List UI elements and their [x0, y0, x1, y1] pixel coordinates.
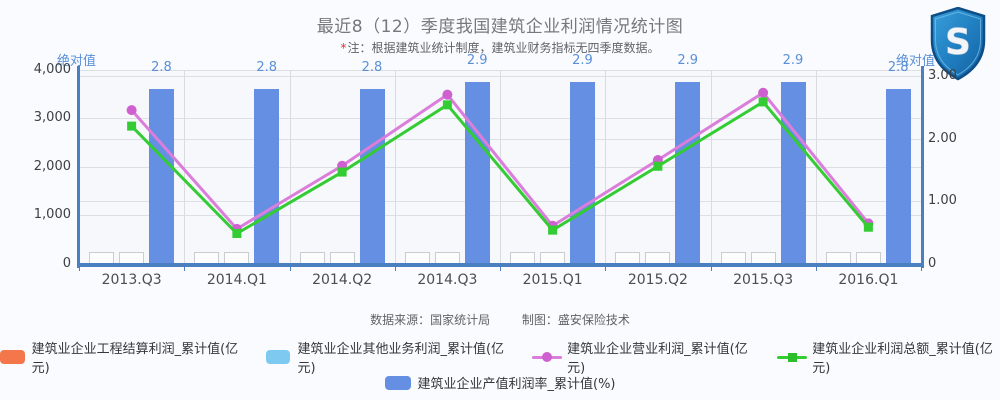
- page-title: 最近8（12）季度我国建筑企业利润情况统计图: [316, 17, 684, 37]
- bar-value-label: 2.8: [151, 59, 172, 75]
- bar-value-label: 2.8: [256, 59, 278, 75]
- legend-label: 建筑业企业工程结算利润_累计值(亿元): [31, 341, 239, 376]
- category-separator: [184, 70, 186, 264]
- legend-label: 建筑业企业营业利润_累计值(亿元): [567, 341, 748, 376]
- company-shield-logo: S: [930, 7, 986, 81]
- legend-line-square-swatch: [776, 350, 807, 364]
- category-separator: [394, 70, 396, 264]
- category-separator: [710, 70, 712, 264]
- x-axis-tick: [394, 265, 396, 271]
- legend-row: 建筑业企业工程结算利润_累计值(亿元) 建筑业企业其他业务利润_累计值(亿元) 建筑…: [0, 342, 1000, 376]
- note-asterisk: *: [340, 41, 347, 55]
- bar-output-profit-ratio: [885, 88, 911, 264]
- legend-bar-swatch: [265, 349, 291, 364]
- bar-output-profit-ratio: [780, 82, 806, 264]
- right-axis-tick-label: 0: [928, 255, 937, 271]
- x-axis-label: 2014.Q1: [206, 271, 267, 288]
- bar-output-profit-ratio: [254, 88, 280, 264]
- x-axis-tick: [710, 265, 712, 271]
- x-axis-label: 2016.Q1: [838, 271, 899, 288]
- x-axis-line: [77, 262, 923, 267]
- left-axis-title: 绝对值: [57, 54, 97, 69]
- left-axis-tick-label: 0: [62, 255, 71, 271]
- right-axis-line: [921, 66, 924, 268]
- legend-circle-marker: [541, 351, 552, 362]
- x-axis-tick: [79, 265, 80, 271]
- bar-value-label: 2.9: [466, 53, 488, 69]
- source-line: 数据来源：国家统计局 制图：盛安保险技术: [0, 311, 1000, 328]
- logo-letter-s: S: [945, 22, 971, 63]
- legend-row: 建筑业企业产值利润率_累计值(%): [0, 372, 1000, 393]
- x-axis-label: 2013.Q3: [101, 271, 162, 288]
- left-axis-tick-label: 2,000: [33, 158, 71, 174]
- legend-item[interactable]: 建筑业企业利润总额_累计值(亿元): [776, 338, 1000, 376]
- x-axis-label: 2015.Q3: [733, 271, 794, 288]
- legend-item[interactable]: 建筑业企业营业利润_累计值(亿元): [531, 338, 755, 376]
- legend-label: 建筑业企业利润总额_累计值(亿元): [812, 341, 993, 376]
- x-axis-label: 2014.Q3: [417, 271, 478, 288]
- x-axis-tick: [289, 265, 291, 271]
- category-separator: [815, 70, 817, 264]
- right-axis-tick-label: 2.00: [928, 130, 957, 146]
- x-axis-tick: [500, 265, 501, 271]
- x-axis-label: 2015.Q1: [522, 271, 583, 288]
- bar-output-profit-ratio: [464, 82, 490, 264]
- x-axis-tick: [921, 265, 922, 271]
- x-axis-label: 2014.Q2: [312, 271, 373, 288]
- bar-output-profit-ratio: [149, 88, 174, 264]
- x-axis-tick: [184, 265, 186, 271]
- legend-bar-swatch: [0, 349, 25, 364]
- bar-output-profit-ratio: [359, 88, 385, 264]
- legend-bar-swatch: [384, 375, 411, 390]
- legend-label: 建筑业企业产值利润率_累计值(%): [417, 377, 616, 392]
- bar-value-label: 2.8: [361, 59, 383, 75]
- note-text: 注：根据建筑业统计制度，建筑业财务指标无四季度数据。: [347, 41, 660, 55]
- left-axis-tick-label: 4,000: [33, 62, 71, 77]
- left-axis-tick-label: 1,000: [33, 207, 71, 223]
- credit-text: 制图：盛安保险技术: [521, 313, 630, 327]
- right-axis-tick-label: 3.00: [928, 68, 957, 83]
- legend-item[interactable]: 建筑业企业工程结算利润_累计值(亿元): [0, 338, 244, 376]
- x-axis-label: 2015.Q2: [627, 271, 688, 288]
- legend-item[interactable]: 建筑业企业产值利润率_累计值(%): [384, 373, 616, 392]
- bar-output-profit-ratio: [570, 82, 595, 264]
- shield-shape: [930, 7, 986, 81]
- category-separator: [500, 70, 501, 264]
- legend-item[interactable]: 建筑业企业其他业务利润_累计值(亿元): [265, 338, 510, 376]
- x-axis-tick: [815, 265, 817, 271]
- legend: 建筑业企业工程结算利润_累计值(亿元) 建筑业企业其他业务利润_累计值(亿元) 建筑…: [0, 342, 1000, 398]
- legend-label: 建筑业企业其他业务利润_累计值(亿元): [297, 341, 505, 376]
- legend-square-marker: [787, 352, 797, 362]
- bar-output-profit-ratio: [675, 82, 701, 264]
- legend-line-circle-swatch: [531, 350, 562, 364]
- right-axis-title: 绝对值: [896, 54, 936, 69]
- category-separator: [605, 70, 607, 264]
- left-axis-tick-label: 3,000: [33, 110, 71, 126]
- bar-value-label: 2.9: [572, 53, 593, 69]
- chart-note: *注：根据建筑业统计制度，建筑业财务指标无四季度数据。: [0, 39, 1000, 56]
- bar-value-label: 2.9: [782, 53, 804, 69]
- data-source-text: 数据来源：国家统计局: [370, 313, 491, 327]
- bar-value-label: 2.9: [677, 53, 699, 69]
- x-axis-tick: [605, 265, 607, 271]
- category-separator: [289, 70, 291, 264]
- bar-value-label: 2.8: [887, 59, 909, 75]
- left-axis-line: [77, 66, 80, 268]
- right-axis-tick-label: 1.00: [928, 193, 957, 208]
